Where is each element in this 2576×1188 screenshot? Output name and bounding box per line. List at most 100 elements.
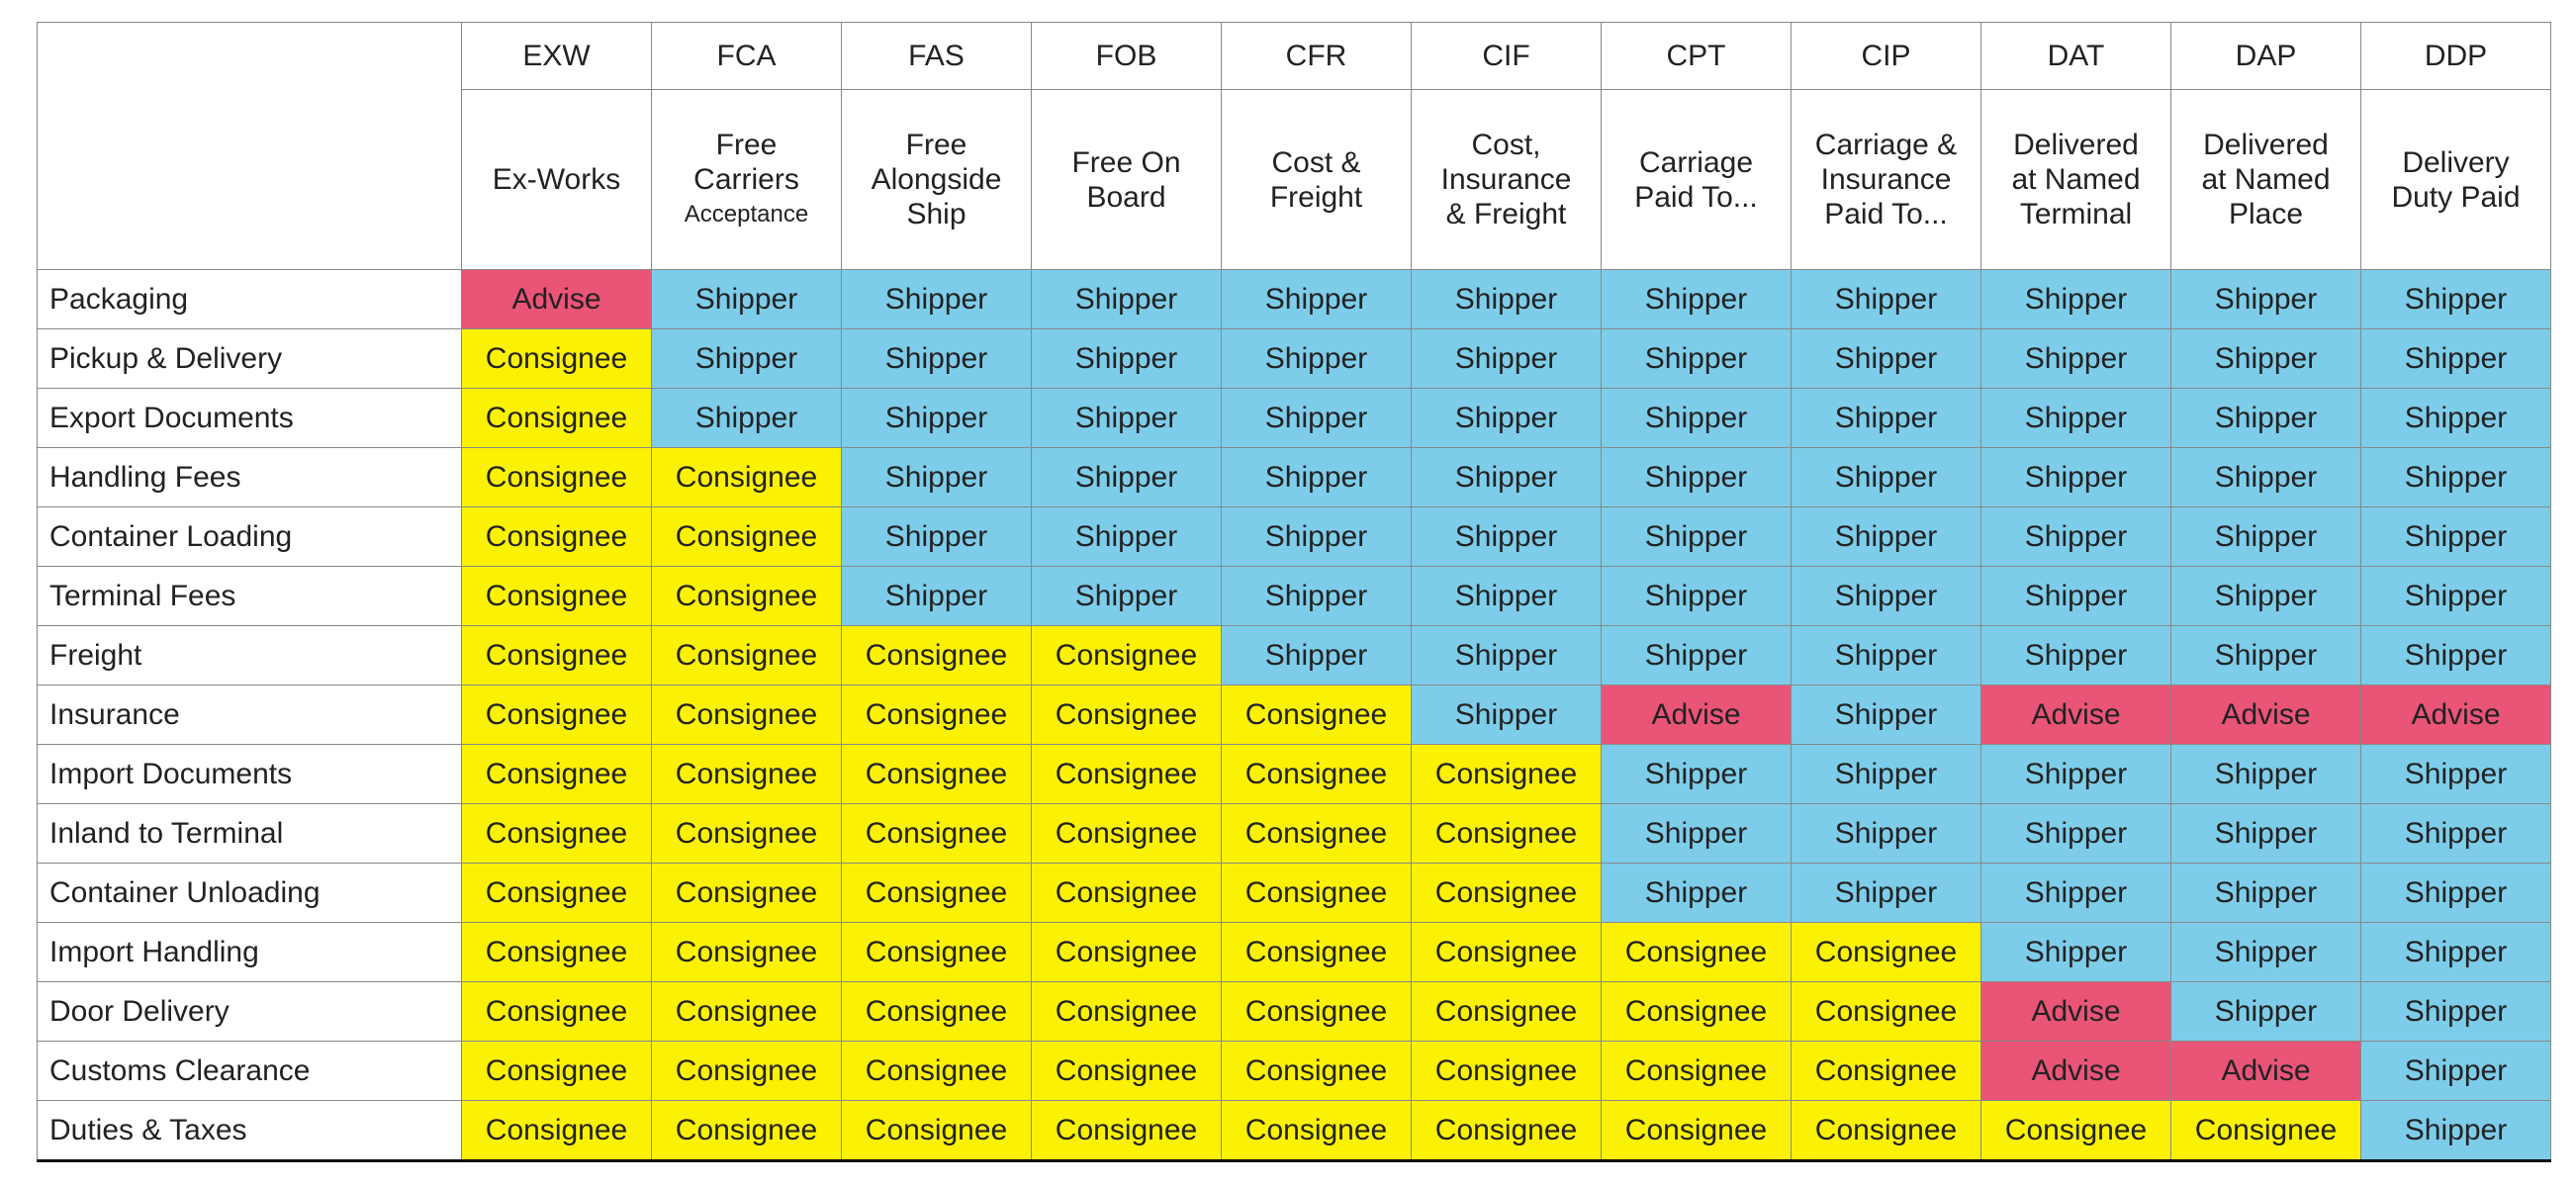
column-name-line: Board [1086, 180, 1166, 214]
column-name-line: Insurance [1440, 163, 1572, 196]
cell: Consignee [1601, 1100, 1792, 1162]
cell: Advise [1980, 685, 2171, 745]
cell: Consignee [461, 1041, 652, 1101]
cell: Consignee [1031, 625, 1222, 685]
cell: Shipper [1791, 269, 1981, 329]
column-code: DAT [1980, 22, 2171, 90]
row: Handling Fees Consignee Consignee Shipper Sh… [37, 447, 2551, 507]
column-code: EXW [461, 22, 652, 90]
cell: Shipper [1791, 625, 1981, 685]
column-name-line: Carriage & [1814, 129, 1958, 161]
cell: Consignee [1791, 922, 1981, 982]
cell: Consignee [1031, 685, 1222, 745]
column-name-line: Free [715, 129, 778, 161]
cell: Consignee [1031, 1100, 1222, 1162]
cell: Shipper [2360, 981, 2551, 1042]
column-name: Delivery Duty Paid [2360, 89, 2551, 270]
cell: Shipper [1980, 506, 2171, 567]
column-name: Ex-Works [461, 89, 652, 270]
cell: Advise [2170, 1041, 2361, 1101]
cell: Shipper [1791, 863, 1981, 923]
cell: Advise [1980, 1041, 2171, 1101]
column-name-line: Carriers [693, 163, 799, 196]
cell: Advise [2170, 685, 2361, 745]
cell: Shipper [1411, 685, 1602, 745]
incoterms-table: EXW FCA FAS FOB CFR CIF CPT CIP DAT DAP DDP Ex-Wor… [37, 22, 2551, 1162]
cell: Consignee [1031, 1041, 1222, 1101]
cell: Shipper [2170, 269, 2361, 329]
cell: Consignee [1221, 685, 1412, 745]
cell: Shipper [1980, 744, 2171, 804]
column-name-line: Carriage [1638, 145, 1754, 179]
row-label: Customs Clearance [37, 1041, 462, 1101]
column-name-line: Terminal [2019, 198, 2133, 230]
row-label: Handling Fees [37, 447, 462, 507]
cell: Consignee [651, 506, 842, 567]
column-name: Cost, Insurance & Freight [1411, 89, 1602, 270]
cell: Shipper [1980, 922, 2171, 982]
cell: Shipper [1601, 863, 1792, 923]
cell: Advise [1980, 981, 2171, 1042]
column-code: FAS [841, 22, 1032, 90]
column-code: CIF [1411, 22, 1602, 90]
row-label: Container Loading [37, 506, 462, 567]
cell: Shipper [1221, 328, 1412, 389]
cell: Shipper [1221, 566, 1412, 626]
cell: Shipper [651, 269, 842, 329]
cell: Consignee [461, 863, 652, 923]
cell: Shipper [1980, 863, 2171, 923]
column-name: Delivered at Named Place [2170, 89, 2361, 270]
cell: Shipper [1221, 388, 1412, 448]
cell: Consignee [1221, 981, 1412, 1042]
cell: Consignee [461, 328, 652, 389]
cell: Consignee [841, 803, 1032, 864]
cell: Consignee [1221, 1100, 1412, 1162]
cell: Shipper [1601, 566, 1792, 626]
cell: Consignee [1411, 803, 1602, 864]
row: Insurance Consignee Consignee Consignee Cons… [37, 685, 2551, 745]
cell: Shipper [1791, 328, 1981, 389]
cell: Consignee [651, 922, 842, 982]
row-label: Import Handling [37, 922, 462, 982]
column-name-line: Insurance [1820, 163, 1952, 196]
cell: Shipper [1601, 803, 1792, 864]
column-name: Free Alongside Ship [841, 89, 1032, 270]
cell: Shipper [841, 506, 1032, 567]
cell: Shipper [1411, 269, 1602, 329]
column-code: CFR [1221, 22, 1412, 90]
column-name-line: Place [2228, 198, 2304, 230]
cell: Shipper [1411, 328, 1602, 389]
row: Freight Consignee Consignee Consignee Consig… [37, 625, 2551, 685]
cell: Consignee [841, 1100, 1032, 1162]
row: Terminal Fees Consignee Consignee Shipper Sh… [37, 566, 2551, 626]
cell: Consignee [1791, 1041, 1981, 1101]
column-name-line: Paid To... [1824, 198, 1948, 230]
cell: Consignee [1221, 922, 1412, 982]
cell: Shipper [1411, 625, 1602, 685]
cell: Shipper [2360, 566, 2551, 626]
column-name: Carriage & Insurance Paid To... [1791, 89, 1981, 270]
column-name: Cost & Freight [1221, 89, 1412, 270]
cell: Consignee [461, 1100, 652, 1162]
cell: Consignee [651, 981, 842, 1042]
cell: Shipper [1031, 388, 1222, 448]
column-name: Carriage Paid To... [1601, 89, 1792, 270]
cell: Shipper [2360, 388, 2551, 448]
cell: Shipper [2360, 922, 2551, 982]
cell: Consignee [1031, 981, 1222, 1042]
row-label: Export Documents [37, 388, 462, 448]
column-name-line: Delivered [2013, 129, 2139, 161]
cell: Consignee [651, 625, 842, 685]
cell: Shipper [1791, 566, 1981, 626]
column-name-line: Paid To... [1634, 180, 1758, 214]
cell: Shipper [1791, 506, 1981, 567]
cell: Shipper [2170, 922, 2361, 982]
cell: Consignee [1601, 1041, 1792, 1101]
cell: Shipper [651, 388, 842, 448]
cell: Shipper [2170, 744, 2361, 804]
row: Container Unloading Consignee Consignee Con… [37, 863, 2551, 923]
row-label: Inland to Terminal [37, 803, 462, 864]
cell: Consignee [1791, 1100, 1981, 1162]
cell: Consignee [1221, 744, 1412, 804]
cell: Shipper [2360, 863, 2551, 923]
